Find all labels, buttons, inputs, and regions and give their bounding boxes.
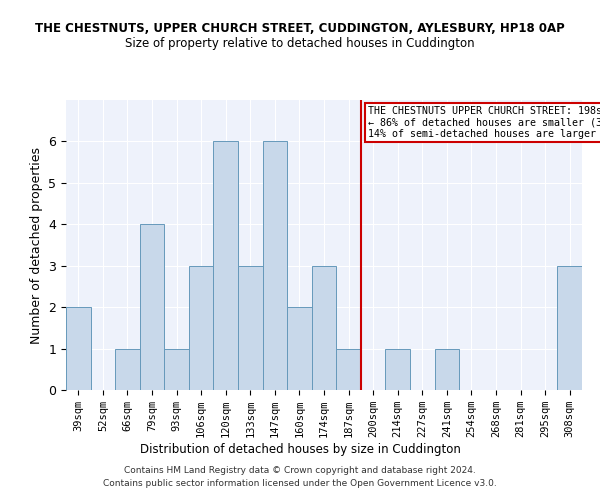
Bar bbox=[336, 348, 361, 390]
Bar bbox=[164, 348, 189, 390]
Bar bbox=[214, 142, 238, 390]
Text: THE CHESTNUTS, UPPER CHURCH STREET, CUDDINGTON, AYLESBURY, HP18 0AP: THE CHESTNUTS, UPPER CHURCH STREET, CUDD… bbox=[35, 22, 565, 36]
Text: Distribution of detached houses by size in Cuddington: Distribution of detached houses by size … bbox=[140, 442, 460, 456]
Bar bbox=[66, 307, 91, 390]
Bar bbox=[140, 224, 164, 390]
Bar bbox=[385, 348, 410, 390]
Text: THE CHESTNUTS UPPER CHURCH STREET: 198sqm
← 86% of detached houses are smaller (: THE CHESTNUTS UPPER CHURCH STREET: 198sq… bbox=[368, 106, 600, 140]
Bar bbox=[557, 266, 582, 390]
Bar bbox=[115, 348, 140, 390]
Bar bbox=[434, 348, 459, 390]
Text: Size of property relative to detached houses in Cuddington: Size of property relative to detached ho… bbox=[125, 38, 475, 51]
Y-axis label: Number of detached properties: Number of detached properties bbox=[30, 146, 43, 344]
Bar bbox=[263, 142, 287, 390]
Bar bbox=[287, 307, 312, 390]
Bar bbox=[312, 266, 336, 390]
Bar bbox=[238, 266, 263, 390]
Bar bbox=[189, 266, 214, 390]
Text: Contains HM Land Registry data © Crown copyright and database right 2024.
Contai: Contains HM Land Registry data © Crown c… bbox=[103, 466, 497, 487]
